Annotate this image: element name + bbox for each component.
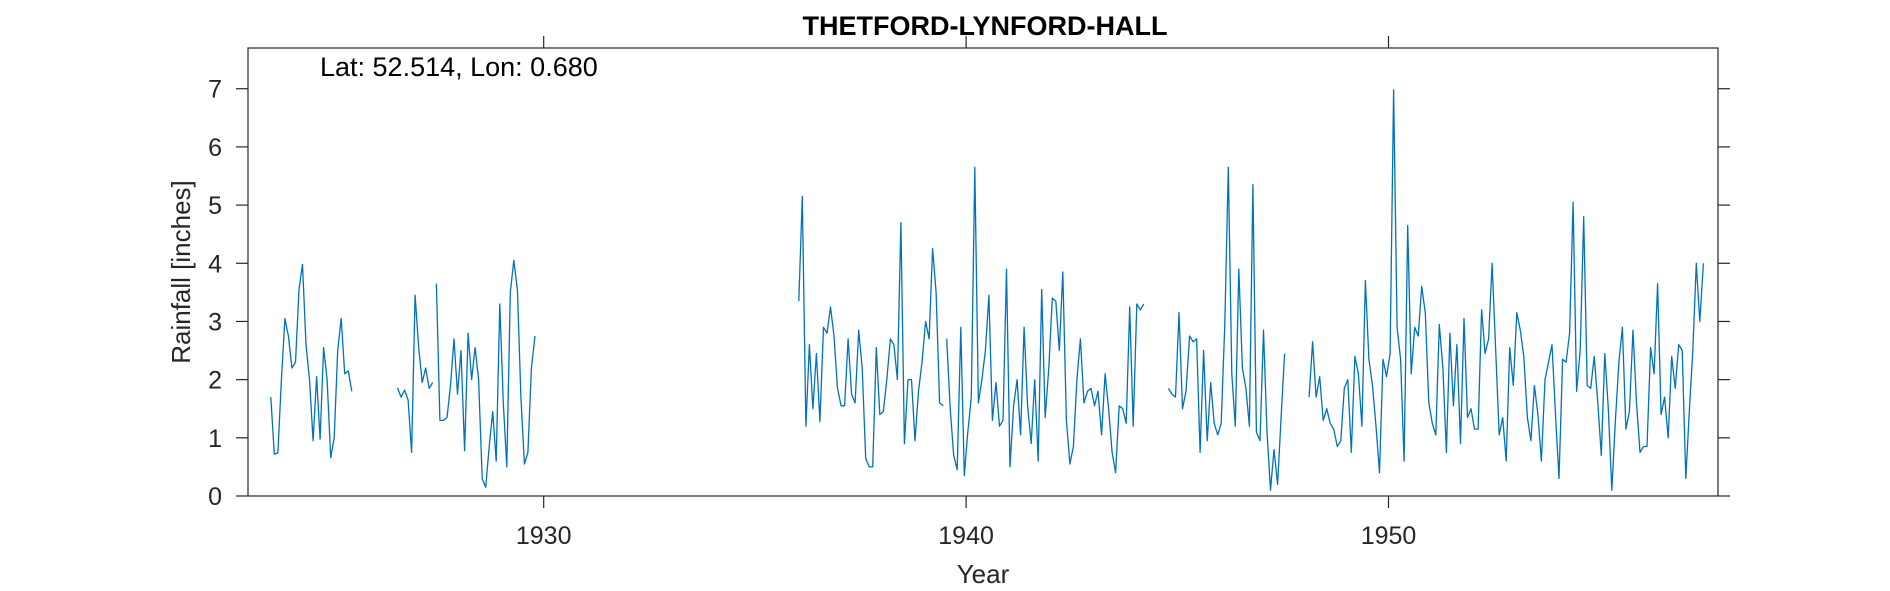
y-axis-label: Rainfall [inches] — [166, 180, 196, 364]
series-line-segment-5 — [1167, 166, 1286, 491]
series-line-segment-6 — [1308, 89, 1705, 491]
series-rainfall — [270, 89, 1705, 491]
x-tick-label-2: 1950 — [1361, 522, 1417, 550]
series-line-segment-2 — [435, 259, 536, 488]
chart-title: THETFORD-LYNFORD-HALL — [803, 11, 1168, 41]
series-line-segment-0 — [270, 263, 353, 459]
y-tick-label-2: 2 — [208, 367, 222, 395]
series-line-segment-4 — [946, 166, 1145, 477]
y-tick-label-4: 4 — [208, 250, 222, 278]
y-tick-label-7: 7 — [208, 76, 222, 104]
y-tick-label-0: 0 — [208, 483, 222, 511]
series-line-segment-1 — [396, 294, 434, 454]
y-tick-label-6: 6 — [208, 134, 222, 162]
y-axis: 0 1 2 3 4 5 6 7 — [208, 76, 1730, 511]
x-axis: 1930 1940 1950 — [516, 36, 1416, 550]
location-annotation: Lat: 52.514, Lon: 0.680 — [320, 52, 598, 82]
x-tick-label-0: 1930 — [516, 522, 572, 550]
plot-frame — [247, 47, 1719, 497]
x-tick-label-1: 1940 — [938, 522, 994, 550]
y-tick-label-1: 1 — [208, 425, 222, 453]
y-tick-label-3: 3 — [208, 308, 222, 336]
series-line-segment-3 — [798, 195, 944, 468]
y-tick-label-5: 5 — [208, 192, 222, 220]
x-axis-label: Year — [957, 559, 1010, 589]
